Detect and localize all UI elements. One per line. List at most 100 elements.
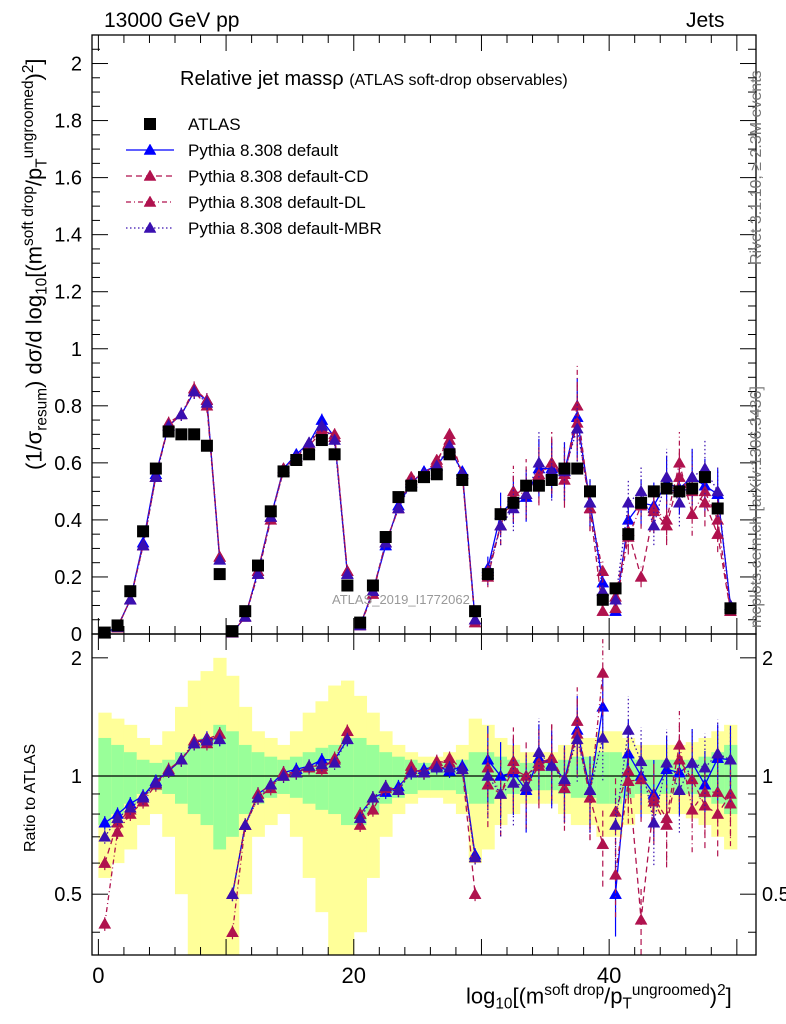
series-line-pythia-8-308-default xyxy=(614,476,732,612)
data-point-pythia-8-308-default-mbr xyxy=(685,470,699,482)
ratio-point-pythia-8-308-default-mbr xyxy=(672,783,686,795)
rivet-label: Rivet 3.1.10, ≥ 2.3M events xyxy=(748,70,765,265)
ratio-point-pythia-8-308-default-dl xyxy=(98,917,112,929)
ratio-point-pythia-8-308-default-mbr xyxy=(634,754,648,767)
series-line-pythia-8-308-default-mbr xyxy=(487,428,604,592)
ratio-line-pythia-8-308-default-mbr xyxy=(614,727,731,826)
data-point-atlas xyxy=(175,428,188,441)
x-tick-label: 40 xyxy=(597,963,621,988)
data-point-atlas xyxy=(622,528,635,541)
ratio-point-pythia-8-308-default-mbr xyxy=(174,753,188,765)
ratio-point-pythia-8-308-default-mbr xyxy=(328,756,342,768)
ratio-point-pythia-8-308-default-mbr xyxy=(226,887,239,899)
x-tick-label: 20 xyxy=(342,963,366,988)
legend-label-atlas: ATLAS xyxy=(188,115,241,134)
data-point-pythia-8-308-default-mbr xyxy=(392,501,405,514)
ratio-point-pythia-8-308-default-dl xyxy=(226,925,239,937)
data-point-atlas xyxy=(162,425,175,438)
y-tick-label-main: 0.8 xyxy=(54,396,82,418)
data-point-atlas xyxy=(545,473,558,486)
ratio-band-outer xyxy=(187,680,202,955)
ratio-band-inner xyxy=(238,744,253,815)
series-line-pythia-8-308-default xyxy=(104,390,221,634)
ratio-point-pythia-8-308-default-mbr xyxy=(200,734,214,746)
data-point-pythia-8-308-default-mbr xyxy=(660,470,674,482)
mcplots-label: mcplots.cern.ch [arXiv:1306.3436] xyxy=(748,386,765,628)
ratio-band-inner xyxy=(353,737,368,826)
ratio-line-pythia-8-308-default-cd xyxy=(104,733,221,864)
ratio-line-pythia-8-308-default xyxy=(104,737,220,824)
data-point-pythia-8-308-default-cd xyxy=(596,604,610,616)
ratio-band-inner xyxy=(136,759,150,794)
data-point-pythia-8-308-default-mbr xyxy=(315,419,329,431)
legend-marker-pythia-8-308-default-mbr xyxy=(143,221,157,233)
data-point-atlas xyxy=(392,491,405,504)
data-point-atlas xyxy=(558,462,571,475)
data-point-atlas xyxy=(724,602,737,615)
ratio-point-pythia-8-308-default-dl xyxy=(111,825,124,837)
ratio-band-inner xyxy=(596,752,610,804)
ratio-point-pythia-8-308-default-mbr xyxy=(302,759,316,771)
chart-title-sub: (ATLAS soft-drop observables) xyxy=(349,72,568,89)
ratio-band-inner xyxy=(123,752,138,804)
ratio-point-pythia-8-308-default-dl xyxy=(609,868,622,880)
data-point-atlas xyxy=(226,625,239,638)
ratio-line-pythia-8-308-default-mbr xyxy=(104,738,220,838)
ratio-point-pythia-8-308-default-mbr xyxy=(596,731,610,743)
header-left: 13000 GeV pp xyxy=(104,9,240,32)
data-point-pythia-8-308-default-mbr xyxy=(136,539,150,551)
data-point-pythia-8-308-default-dl xyxy=(609,601,622,614)
data-point-atlas xyxy=(379,531,392,544)
ratio-point-pythia-8-308-default-cd xyxy=(98,856,112,868)
ratio-frame xyxy=(91,633,757,956)
data-point-pythia-8-308-default-mbr xyxy=(494,519,508,531)
ratio-point-pythia-8-308-default-dl xyxy=(366,803,380,815)
ratio-point-pythia-8-308-default-dl xyxy=(685,803,699,815)
ratio-point-pythia-8-308-default-dl xyxy=(583,791,597,803)
ratio-point-pythia-8-308-default-mbr xyxy=(724,753,737,765)
ratio-point-pythia-8-308-default-dl xyxy=(672,738,686,750)
data-point-pythia-8-308-default-dl xyxy=(596,564,610,576)
series-line-pythia-8-308-default-mbr xyxy=(231,424,349,634)
y-tick-label-main: 1.4 xyxy=(54,225,82,247)
y-tick-label-ratio-right: 1 xyxy=(762,766,773,788)
legend-marker-pythia-8-308-default-cd xyxy=(143,169,157,181)
data-point-atlas xyxy=(686,482,699,495)
data-point-pythia-8-308-default-mbr xyxy=(634,484,648,497)
data-point-atlas xyxy=(673,485,686,498)
series-line-pythia-8-308-default-cd xyxy=(104,390,221,634)
ratio-point-pythia-8-308-default-mbr xyxy=(149,776,163,788)
data-point-atlas xyxy=(596,593,609,606)
ratio-point-pythia-8-308-default-mbr xyxy=(123,801,137,813)
y-tick-label-ratio-right: 0.5 xyxy=(762,884,786,906)
ratio-point-pythia-8-308-default-mbr xyxy=(162,764,176,776)
ratio-point-pythia-8-308-default-mbr xyxy=(277,769,290,781)
y-tick-label-main: 1.8 xyxy=(54,111,82,133)
data-point-pythia-8-308-default-mbr xyxy=(583,496,597,508)
data-point-pythia-8-308-default-mbr xyxy=(302,436,316,448)
ratio-point-pythia-8-308-default-mbr xyxy=(289,766,303,778)
ratio-band-inner xyxy=(609,752,623,804)
data-point-atlas xyxy=(405,479,418,492)
data-point-atlas xyxy=(418,471,430,484)
data-point-atlas xyxy=(660,482,673,495)
ratio-point-pythia-8-308-default-mbr xyxy=(98,830,112,842)
data-point-atlas xyxy=(443,448,456,461)
data-point-pythia-8-308-default-mbr xyxy=(187,385,201,397)
series-line-pythia-8-308-default-dl xyxy=(614,462,732,612)
data-point-pythia-8-308-default-mbr xyxy=(532,456,546,468)
data-point-atlas xyxy=(328,448,341,461)
ratio-point-pythia-8-308-default-cd xyxy=(468,887,482,899)
data-point-pythia-8-308-default-mbr xyxy=(123,593,137,605)
ratio-point-pythia-8-308-default-mbr xyxy=(366,791,380,803)
ratio-band-inner xyxy=(468,752,482,804)
ratio-point-pythia-8-308-default-cd xyxy=(634,913,648,925)
ratio-point-pythia-8-308-default-mbr xyxy=(558,772,571,785)
data-point-atlas xyxy=(481,568,494,581)
ratio-point-pythia-8-308-default-mbr xyxy=(455,762,469,775)
data-point-pythia-8-308-default-dl xyxy=(698,484,712,497)
ratio-point-pythia-8-308-default-mbr xyxy=(660,756,674,768)
data-point-atlas xyxy=(188,428,201,441)
data-point-atlas xyxy=(469,605,482,618)
